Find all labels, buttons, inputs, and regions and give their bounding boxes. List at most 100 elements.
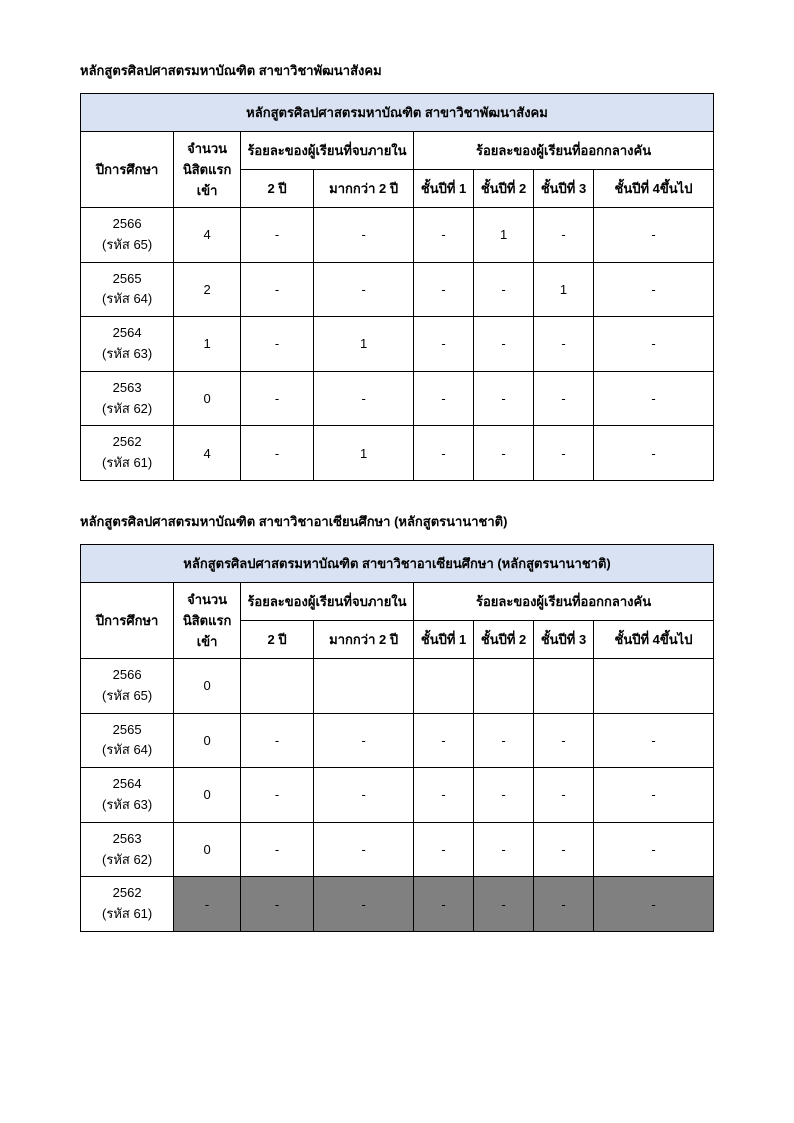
cell-more2y: - bbox=[314, 877, 414, 932]
table-row: 2563(รหัส 62)0------ bbox=[81, 371, 714, 426]
cell-more2y: - bbox=[314, 371, 414, 426]
program-table: หลักสูตรศิลปศาสตรมหาบัณฑิต สาขาวิชาอาเซี… bbox=[80, 544, 714, 932]
cell-year: 2564(รหัส 63) bbox=[81, 317, 174, 372]
cell-more2y: 1 bbox=[314, 426, 414, 481]
cell-count: - bbox=[174, 877, 241, 932]
cell-y2 bbox=[474, 658, 534, 713]
cell-y4: - bbox=[594, 877, 714, 932]
cell-y3: - bbox=[534, 317, 594, 372]
cell-y1: - bbox=[414, 713, 474, 768]
cell-count: 2 bbox=[174, 262, 241, 317]
col-more2y: มากกว่า 2 ปี bbox=[314, 170, 414, 208]
cell-y1: - bbox=[414, 822, 474, 877]
col-y1: ชั้นปีที่ 1 bbox=[414, 620, 474, 658]
section-title: หลักสูตรศิลปศาสตรมหาบัณฑิต สาขาวิชาพัฒนา… bbox=[80, 60, 714, 81]
cell-count: 1 bbox=[174, 317, 241, 372]
cell-y1: - bbox=[414, 208, 474, 263]
cell-y4: - bbox=[594, 713, 714, 768]
cell-2y bbox=[240, 658, 313, 713]
cell-2y: - bbox=[240, 768, 313, 823]
cell-y3: - bbox=[534, 208, 594, 263]
col-y3: ชั้นปีที่ 3 bbox=[534, 620, 594, 658]
table-row: 2564(รหัส 63)0------ bbox=[81, 768, 714, 823]
cell-y2: - bbox=[474, 713, 534, 768]
col-y1: ชั้นปีที่ 1 bbox=[414, 170, 474, 208]
col-more2y: มากกว่า 2 ปี bbox=[314, 620, 414, 658]
cell-y3: - bbox=[534, 768, 594, 823]
cell-2y: - bbox=[240, 426, 313, 481]
table-row: 2566(รหัส 65)0 bbox=[81, 658, 714, 713]
cell-y2: - bbox=[474, 262, 534, 317]
cell-y4: - bbox=[594, 262, 714, 317]
cell-y1: - bbox=[414, 768, 474, 823]
cell-count: 0 bbox=[174, 768, 241, 823]
cell-y1: - bbox=[414, 262, 474, 317]
cell-more2y: - bbox=[314, 208, 414, 263]
cell-y1: - bbox=[414, 877, 474, 932]
cell-y4: - bbox=[594, 317, 714, 372]
cell-y1: - bbox=[414, 317, 474, 372]
col-year: ปีการศึกษา bbox=[81, 132, 174, 208]
cell-year: 2563(รหัส 62) bbox=[81, 371, 174, 426]
cell-more2y: - bbox=[314, 822, 414, 877]
col-y3: ชั้นปีที่ 3 bbox=[534, 170, 594, 208]
col-year: ปีการศึกษา bbox=[81, 582, 174, 658]
cell-y4: - bbox=[594, 371, 714, 426]
cell-y4: - bbox=[594, 208, 714, 263]
col-y4: ชั้นปีที่ 4ขึ้นไป bbox=[594, 620, 714, 658]
table-row: 2562(รหัส 61)4-1---- bbox=[81, 426, 714, 481]
cell-more2y: - bbox=[314, 262, 414, 317]
table-row: 2566(รหัส 65)4---1-- bbox=[81, 208, 714, 263]
table-row: 2565(รหัส 64)2----1- bbox=[81, 262, 714, 317]
cell-more2y: 1 bbox=[314, 317, 414, 372]
col-y2: ชั้นปีที่ 2 bbox=[474, 170, 534, 208]
table-row: 2562(รหัส 61)------- bbox=[81, 877, 714, 932]
cell-2y: - bbox=[240, 208, 313, 263]
cell-2y: - bbox=[240, 317, 313, 372]
cell-y3: - bbox=[534, 426, 594, 481]
cell-y2: 1 bbox=[474, 208, 534, 263]
cell-y2: - bbox=[474, 768, 534, 823]
cell-count: 4 bbox=[174, 426, 241, 481]
cell-y3: - bbox=[534, 822, 594, 877]
col-count: จำนวนนิสิตแรกเข้า bbox=[174, 582, 241, 658]
cell-y3: - bbox=[534, 713, 594, 768]
col-drop-group: ร้อยละของผู้เรียนที่ออกกลางคัน bbox=[414, 582, 714, 620]
cell-y4: - bbox=[594, 426, 714, 481]
cell-count: 0 bbox=[174, 713, 241, 768]
col-drop-group: ร้อยละของผู้เรียนที่ออกกลางคัน bbox=[414, 132, 714, 170]
table-row: 2563(รหัส 62)0------ bbox=[81, 822, 714, 877]
col-y2: ชั้นปีที่ 2 bbox=[474, 620, 534, 658]
cell-y2: - bbox=[474, 426, 534, 481]
cell-y4: - bbox=[594, 822, 714, 877]
cell-y2: - bbox=[474, 371, 534, 426]
cell-y1: - bbox=[414, 371, 474, 426]
cell-y1 bbox=[414, 658, 474, 713]
table-title: หลักสูตรศิลปศาสตรมหาบัณฑิต สาขาวิชาพัฒนา… bbox=[81, 94, 714, 132]
cell-2y: - bbox=[240, 877, 313, 932]
section-title: หลักสูตรศิลปศาสตรมหาบัณฑิต สาขาวิชาอาเซี… bbox=[80, 511, 714, 532]
cell-year: 2566(รหัส 65) bbox=[81, 658, 174, 713]
cell-y2: - bbox=[474, 317, 534, 372]
col-grad-group: ร้อยละของผู้เรียนที่จบภายใน bbox=[240, 582, 413, 620]
cell-y4 bbox=[594, 658, 714, 713]
cell-more2y: - bbox=[314, 713, 414, 768]
cell-2y: - bbox=[240, 713, 313, 768]
cell-year: 2565(รหัส 64) bbox=[81, 262, 174, 317]
cell-y3 bbox=[534, 658, 594, 713]
cell-more2y bbox=[314, 658, 414, 713]
table-row: 2564(รหัส 63)1-1---- bbox=[81, 317, 714, 372]
cell-y2: - bbox=[474, 822, 534, 877]
col-2y: 2 ปี bbox=[240, 620, 313, 658]
cell-year: 2562(รหัส 61) bbox=[81, 877, 174, 932]
cell-more2y: - bbox=[314, 768, 414, 823]
cell-2y: - bbox=[240, 262, 313, 317]
cell-y4: - bbox=[594, 768, 714, 823]
cell-count: 0 bbox=[174, 658, 241, 713]
cell-count: 0 bbox=[174, 371, 241, 426]
cell-year: 2566(รหัส 65) bbox=[81, 208, 174, 263]
cell-year: 2562(รหัส 61) bbox=[81, 426, 174, 481]
cell-y2: - bbox=[474, 877, 534, 932]
cell-2y: - bbox=[240, 822, 313, 877]
table-row: 2565(รหัส 64)0------ bbox=[81, 713, 714, 768]
